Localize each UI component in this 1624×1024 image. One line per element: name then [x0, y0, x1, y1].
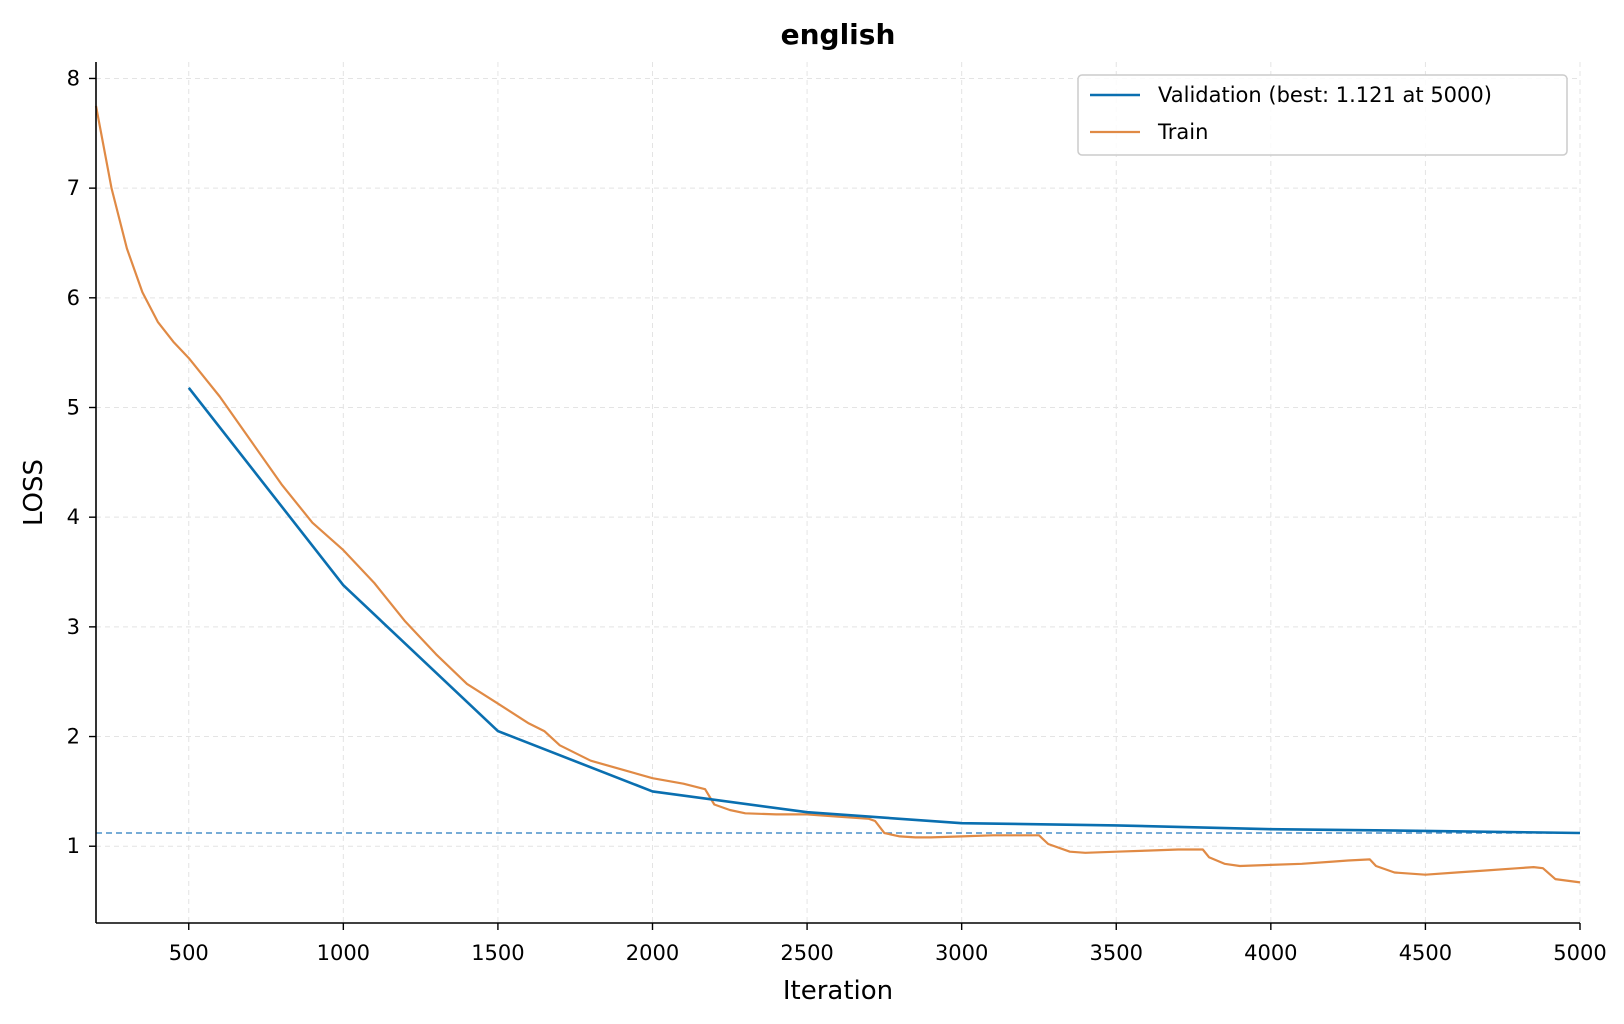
y-tick-label: 1	[67, 834, 80, 858]
x-tick-label: 500	[169, 941, 209, 965]
y-tick-label: 4	[67, 505, 80, 529]
x-tick-label: 2500	[780, 941, 833, 965]
y-tick-label: 8	[67, 66, 80, 90]
x-tick-label: 5000	[1553, 941, 1606, 965]
chart-title: english	[781, 18, 896, 51]
validation-series-line	[187, 386, 1581, 835]
x-tick-label: 1500	[471, 941, 524, 965]
x-tick-label: 1000	[317, 941, 370, 965]
axes-layer: 500 1000 1500 2000 2500 3000 3500 4000 4500 5000 1…	[67, 62, 1607, 965]
legend-label-validation: Validation (best: 1.121 at 5000)	[1158, 83, 1492, 107]
x-tick-label: 2000	[626, 941, 679, 965]
legend-label-train: Train	[1157, 120, 1208, 144]
x-tick-label: 3500	[1090, 941, 1143, 965]
x-tick-label: 4500	[1399, 941, 1452, 965]
legend-box	[1077, 74, 1568, 156]
y-tick-label: 7	[67, 176, 80, 200]
train-series-line	[94, 105, 1581, 884]
y-tick-label: 5	[67, 395, 80, 419]
legend: Validation (best: 1.121 at 5000) Train	[1077, 74, 1568, 156]
grid-layer	[96, 62, 1581, 923]
data-layer	[94, 105, 1581, 884]
y-axis-label: LOSS	[19, 459, 49, 526]
y-tick-label: 3	[67, 615, 80, 639]
x-axis-label: Iteration	[783, 976, 893, 1006]
x-tick-label: 4000	[1244, 941, 1297, 965]
x-tick-label: 3000	[935, 941, 988, 965]
y-tick-label: 6	[67, 286, 80, 310]
y-tick-label: 2	[67, 725, 80, 749]
